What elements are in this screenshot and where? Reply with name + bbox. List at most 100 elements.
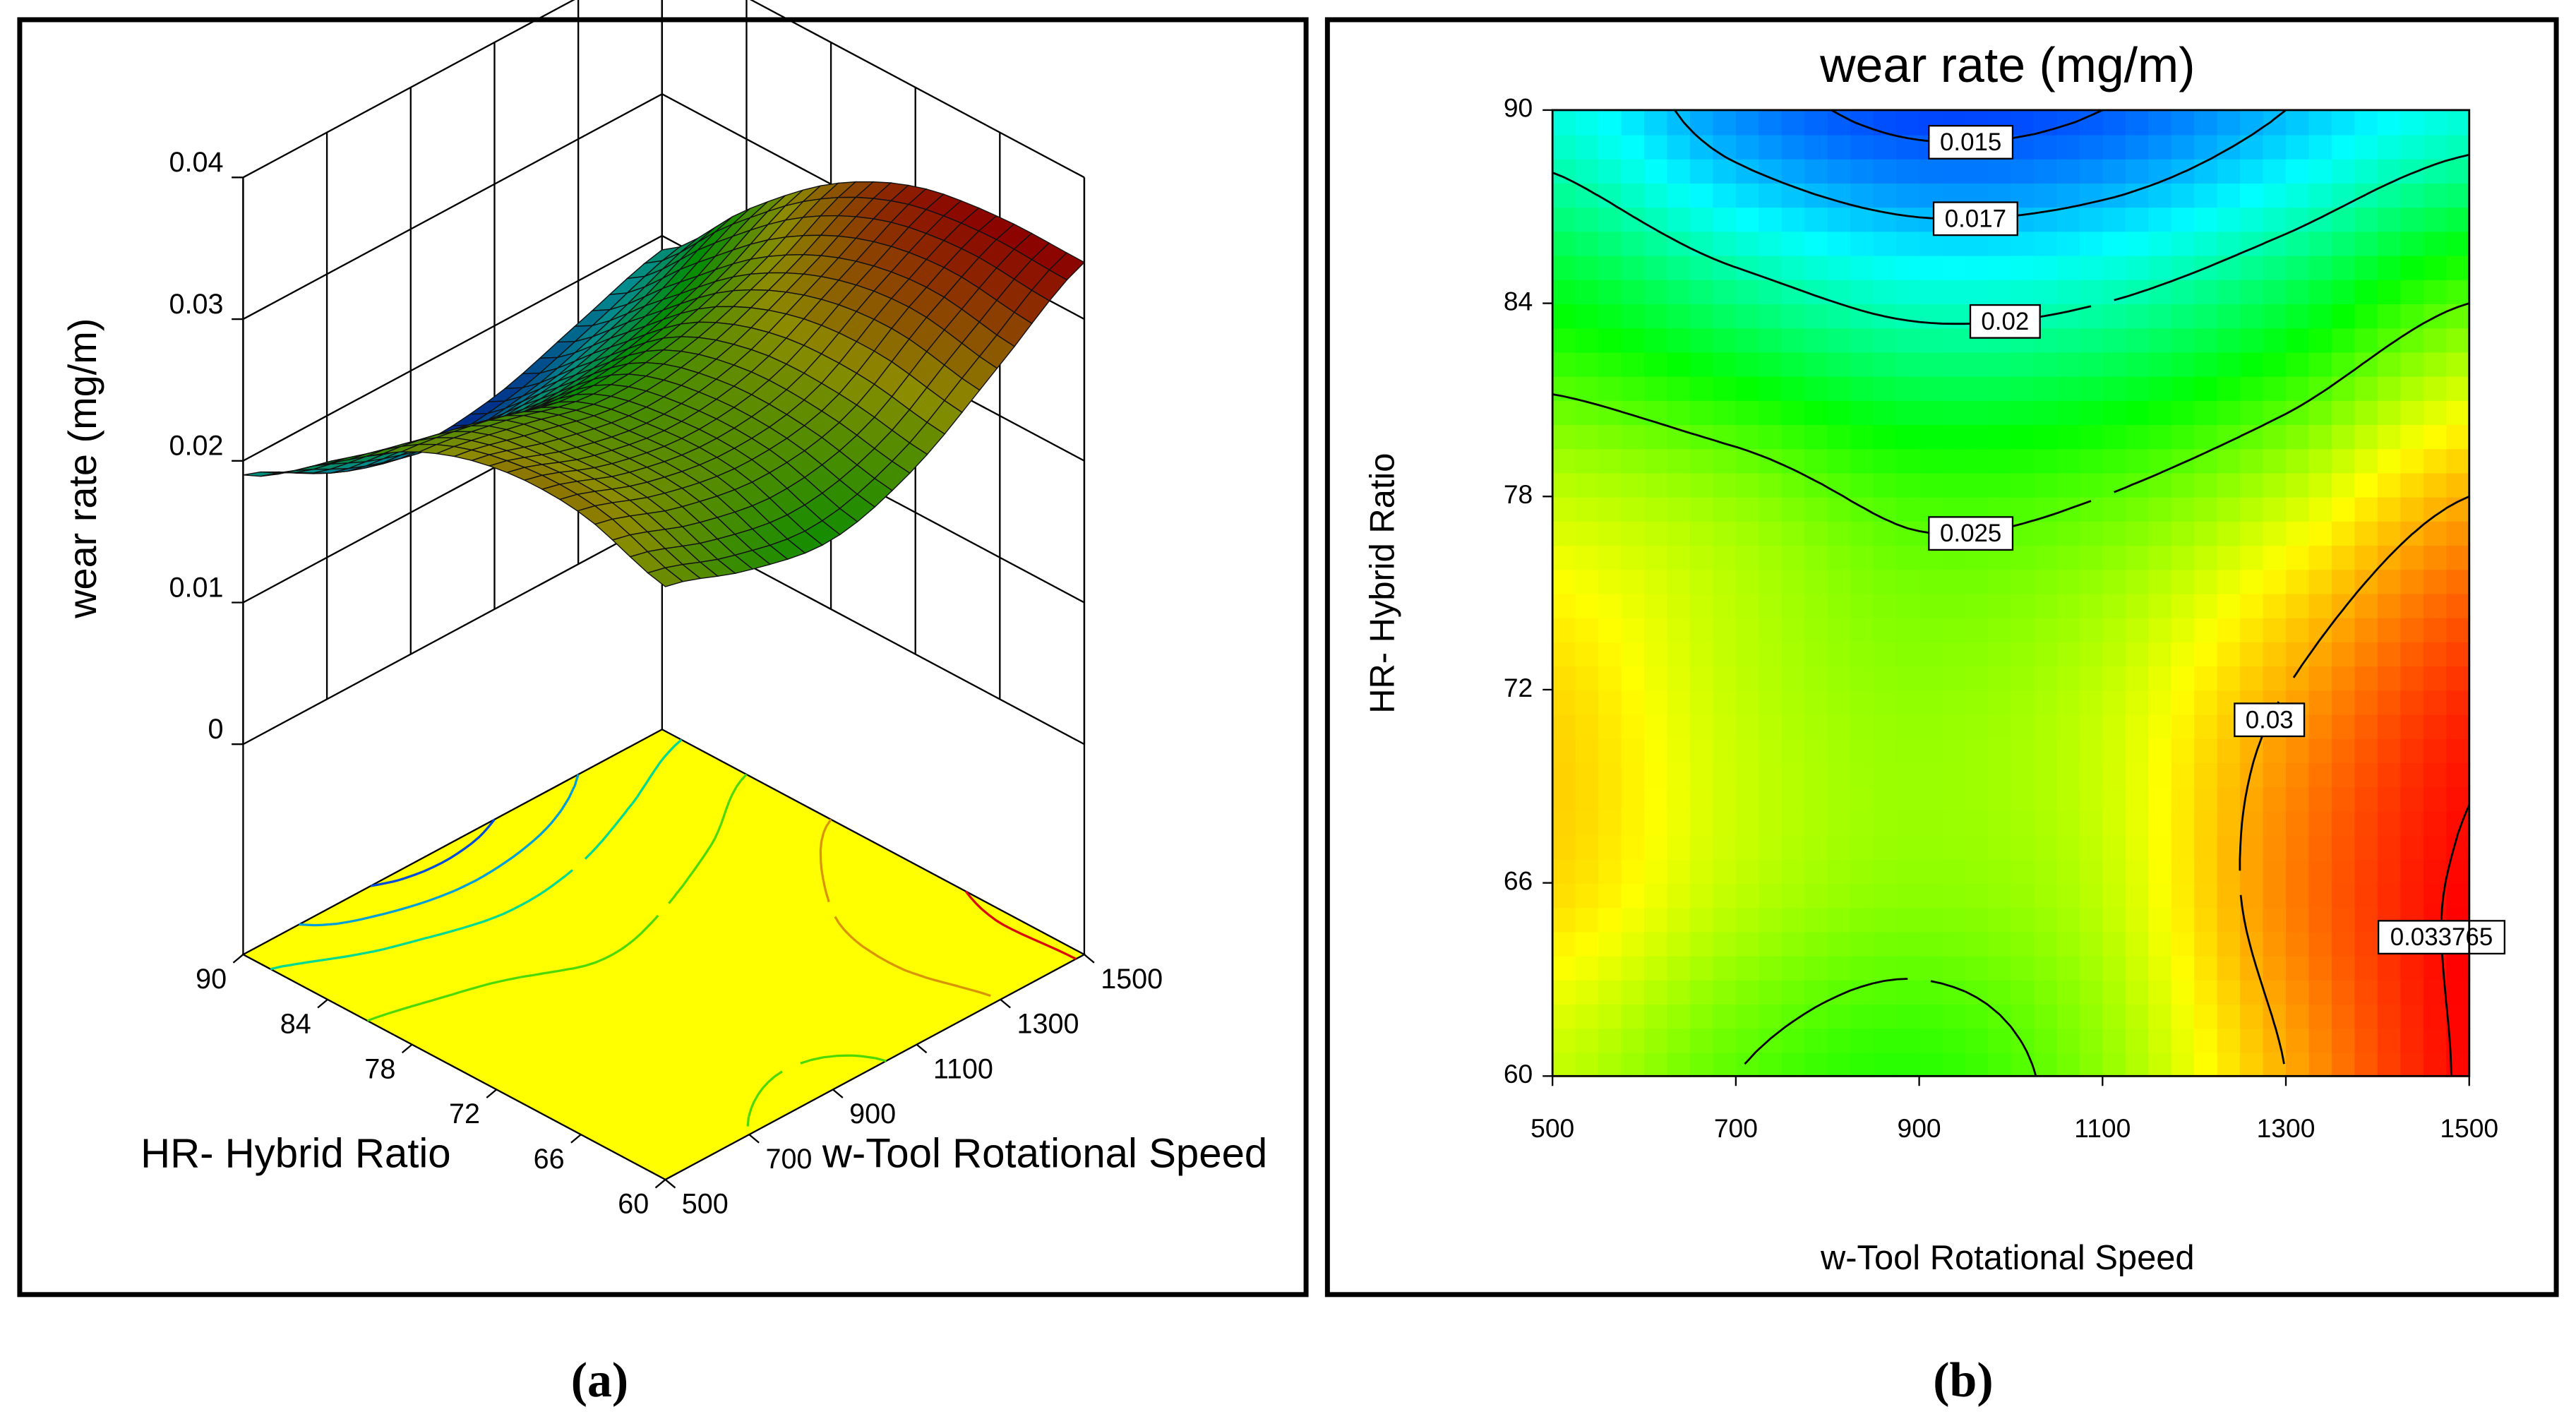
floor bbox=[241, 728, 1086, 1181]
heat-cell bbox=[2446, 593, 2471, 618]
surface-patch bbox=[647, 567, 684, 587]
heat-cell bbox=[1873, 1052, 1898, 1077]
heat-cell bbox=[2125, 448, 2150, 474]
heat-cell bbox=[2056, 1027, 2081, 1053]
heat-cell bbox=[1919, 882, 1943, 909]
heat-cell bbox=[1689, 906, 1714, 933]
heat-cell bbox=[1598, 1027, 1622, 1053]
heat-cell bbox=[1942, 158, 1966, 184]
heat-cell bbox=[2102, 834, 2127, 860]
heat-cell bbox=[2194, 1052, 2219, 1077]
heat-cell bbox=[1987, 376, 2012, 401]
x-tick-label: 1100 bbox=[933, 1053, 993, 1084]
heat-cell bbox=[2148, 979, 2173, 1005]
heat-cell bbox=[2446, 786, 2471, 812]
floor-contour bbox=[299, 774, 580, 927]
heat-cell bbox=[1804, 955, 1829, 981]
heat-cell bbox=[2377, 134, 2402, 160]
heat-cell bbox=[1667, 617, 1691, 642]
heat-cell bbox=[1804, 109, 1829, 136]
heat-cell bbox=[2263, 762, 2287, 788]
heat-cell bbox=[1598, 906, 1622, 933]
heat-cell bbox=[2423, 1003, 2448, 1029]
heat-cell bbox=[2331, 1003, 2356, 1029]
x-tick bbox=[664, 1179, 676, 1189]
heat-cell bbox=[1804, 738, 1829, 763]
heat-cell bbox=[1759, 134, 1783, 160]
heat-cell bbox=[1667, 134, 1691, 160]
heat-cell bbox=[2446, 109, 2471, 136]
heat-cell bbox=[1689, 496, 1714, 522]
heat-cell bbox=[2354, 617, 2379, 642]
heat-cell bbox=[1942, 255, 1966, 280]
heat-cell bbox=[2011, 762, 2035, 788]
heat-cell bbox=[2331, 544, 2356, 570]
heat-cell bbox=[1759, 568, 1783, 594]
heat-cell bbox=[1827, 255, 1852, 280]
heat-cell bbox=[2011, 376, 2035, 401]
surface-chart: 00.010.020.030.0450070090011001300150060… bbox=[60, 0, 1267, 1220]
heat-cell bbox=[2308, 109, 2333, 136]
heat-cell bbox=[2033, 762, 2058, 788]
heat-cell bbox=[1804, 448, 1829, 474]
heat-cell bbox=[2194, 158, 2219, 184]
heat-cell bbox=[1713, 182, 1737, 208]
heat-cell bbox=[2125, 327, 2150, 353]
heat-cell bbox=[1598, 182, 1622, 208]
heat-cell bbox=[2446, 376, 2471, 401]
heat-cell bbox=[1667, 182, 1691, 208]
heat-cell bbox=[1621, 882, 1646, 909]
heat-cell bbox=[1667, 689, 1691, 715]
heat-cell bbox=[2217, 955, 2241, 981]
heat-cell bbox=[1735, 738, 1760, 763]
heat-cell bbox=[2171, 906, 2195, 933]
heat-cell bbox=[2194, 568, 2219, 594]
heat-cell bbox=[1689, 303, 1714, 329]
heat-cell bbox=[1689, 858, 1714, 885]
heat-cell bbox=[1919, 400, 1943, 426]
heat-cell bbox=[1850, 1027, 1875, 1053]
heat-cell bbox=[2194, 834, 2219, 860]
heat-cell bbox=[2286, 979, 2310, 1005]
heat-cell bbox=[1644, 906, 1668, 933]
heat-cell bbox=[1919, 617, 1943, 642]
heat-cell bbox=[2354, 931, 2379, 957]
heat-cell bbox=[2308, 182, 2333, 208]
heat-cell bbox=[2377, 762, 2402, 788]
heat-cell bbox=[1575, 472, 1600, 498]
heat-cell bbox=[1781, 376, 1806, 401]
heat-cell bbox=[1987, 810, 2012, 836]
heat-cell bbox=[1759, 617, 1783, 642]
heat-cell bbox=[1850, 617, 1875, 642]
heat-cell bbox=[1827, 327, 1852, 353]
heat-cell bbox=[2240, 496, 2264, 522]
heat-cell bbox=[2308, 931, 2333, 957]
heat-cell bbox=[2308, 520, 2333, 546]
heat-cell bbox=[2171, 134, 2195, 160]
heat-cell bbox=[2033, 230, 2058, 256]
heat-cell bbox=[1735, 206, 1760, 232]
heat-cell bbox=[2400, 134, 2425, 160]
heat-cell bbox=[1965, 1027, 1989, 1053]
heat-cell bbox=[1987, 955, 2012, 981]
heat-cell bbox=[1919, 834, 1943, 860]
heat-cell bbox=[1896, 206, 1920, 232]
heat-cell bbox=[2446, 158, 2471, 184]
heat-cell bbox=[1598, 568, 1622, 594]
heat-cell bbox=[2148, 641, 2173, 667]
heat-cell bbox=[2331, 810, 2356, 836]
heat-cell bbox=[2354, 472, 2379, 498]
heat-cell bbox=[1552, 979, 1577, 1005]
floor-contour bbox=[819, 818, 991, 997]
heat-cell bbox=[1942, 424, 1966, 450]
plot-frame bbox=[1551, 109, 2471, 1077]
heat-cell bbox=[2286, 303, 2310, 329]
heat-cell bbox=[2286, 352, 2310, 377]
heat-cell bbox=[1759, 786, 1783, 812]
heat-cell bbox=[1827, 303, 1852, 329]
heat-cell bbox=[2079, 810, 2104, 836]
heat-cell bbox=[1804, 858, 1829, 885]
heat-cell bbox=[1827, 810, 1852, 836]
heat-cell bbox=[1575, 1052, 1600, 1077]
heat-cell bbox=[2171, 593, 2195, 618]
